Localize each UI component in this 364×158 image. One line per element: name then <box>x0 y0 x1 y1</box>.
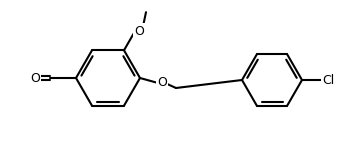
Text: O: O <box>30 72 40 85</box>
Text: O: O <box>157 76 167 89</box>
Text: Cl: Cl <box>322 73 334 86</box>
Text: O: O <box>134 25 144 38</box>
